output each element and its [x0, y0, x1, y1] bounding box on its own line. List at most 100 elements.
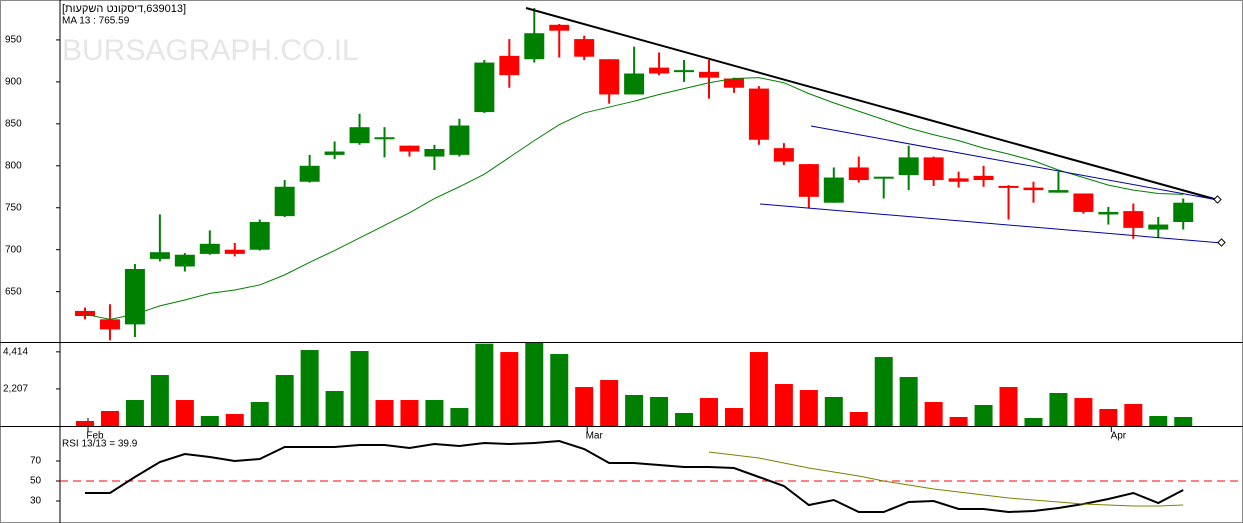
- candle-body: [998, 185, 1019, 188]
- volume-bar: [874, 357, 893, 426]
- candle-body: [1148, 224, 1169, 230]
- volume-bar: [250, 402, 269, 426]
- candle-body: [898, 157, 919, 176]
- candle-body: [823, 177, 844, 203]
- volume-bar: [1099, 408, 1118, 426]
- volume-bar: [550, 354, 569, 426]
- volume-bar: [375, 400, 394, 426]
- candle-body: [499, 55, 520, 76]
- y-tick-label: 850: [5, 118, 22, 129]
- volume-bar: [675, 412, 694, 426]
- volume-bar: [76, 420, 94, 426]
- candle-body: [848, 167, 869, 181]
- candle-body: [299, 165, 320, 182]
- candle-body: [923, 157, 944, 181]
- legend-entry: RSI 13/13 = 39.9: [62, 439, 138, 450]
- y-tick-label: 650: [5, 286, 22, 297]
- candle-body: [1073, 193, 1094, 212]
- volume-bar: [824, 397, 843, 426]
- candle-body: [274, 186, 295, 217]
- volume-bar: [275, 375, 294, 426]
- candle-body: [75, 310, 95, 316]
- volume-bar: [1074, 398, 1093, 426]
- candle-body: [674, 70, 695, 73]
- y-tick-label: 2,207: [3, 384, 28, 395]
- volume-bar: [724, 408, 743, 426]
- candle-body: [124, 268, 145, 325]
- volume-bar: [749, 352, 768, 426]
- volume-bar: [225, 414, 244, 426]
- candle-body: [1173, 202, 1194, 223]
- volume-bar: [175, 400, 194, 426]
- candle-body: [624, 73, 645, 95]
- volume-bar: [100, 410, 119, 426]
- volume-bar: [625, 395, 644, 426]
- candle-body: [174, 254, 195, 267]
- volume-bar: [325, 391, 344, 426]
- x-tick-label: Feb: [86, 431, 104, 442]
- candle-body: [324, 151, 345, 155]
- moving-average-line: [84, 77, 1184, 320]
- candle-body: [549, 24, 570, 31]
- chart-title: [639013,דיסקונט השקעות]: [62, 3, 186, 15]
- indicator-line: [85, 439, 1184, 514]
- trendline-handle: [1213, 195, 1222, 204]
- candle-body: [424, 149, 445, 157]
- volume-bar: [525, 342, 544, 426]
- candle-body: [1023, 187, 1044, 191]
- volume-bar: [350, 351, 369, 426]
- candle-body: [399, 145, 420, 152]
- volume-bar: [400, 400, 419, 426]
- volume-bar: [924, 402, 943, 426]
- candle-body: [574, 39, 595, 57]
- y-tick-label: 950: [5, 35, 22, 46]
- y-tick-label: 70: [30, 456, 42, 467]
- candle-body: [1048, 190, 1069, 193]
- candle-body: [524, 33, 545, 60]
- y-tick-label: 750: [5, 202, 22, 213]
- volume-bar: [650, 397, 669, 426]
- volume-bar: [1149, 416, 1168, 426]
- volume-bar: [799, 390, 818, 426]
- volume-bar: [150, 375, 169, 426]
- volume-bar: [774, 384, 793, 426]
- candle-body: [224, 249, 245, 254]
- volume-bar: [300, 350, 319, 426]
- candle-body: [149, 252, 170, 259]
- volume-bar: [849, 412, 868, 426]
- trendlines: [525, 7, 1226, 247]
- volume-bar: [899, 377, 918, 426]
- candle-body: [374, 137, 395, 140]
- candle-body: [1123, 211, 1144, 228]
- watermark: BURSAGRAPH.CO.IL: [62, 34, 359, 67]
- candle-body: [649, 67, 670, 74]
- candle-body: [773, 148, 794, 162]
- volume-bar: [700, 398, 718, 426]
- candle-body: [973, 175, 994, 181]
- volume-bar: [1024, 418, 1043, 426]
- volume-bar: [575, 387, 594, 426]
- candle-body: [349, 127, 370, 144]
- volume-bar: [999, 387, 1018, 426]
- volume-bar: [949, 416, 968, 426]
- y-tick-label: 4,414: [3, 346, 28, 357]
- candle-body: [99, 319, 120, 330]
- y-tick-label: 50: [30, 476, 42, 487]
- candle-body: [948, 178, 969, 182]
- candle-body: [599, 59, 620, 95]
- candle-body: [699, 71, 719, 78]
- candle-body: [249, 222, 270, 250]
- trendline-handle: [1217, 238, 1226, 247]
- y-tick-label: 800: [5, 160, 22, 171]
- volume-bar: [450, 408, 469, 426]
- volume-bar: [500, 352, 519, 426]
- trendline: [810, 125, 1219, 201]
- candle-body: [449, 125, 470, 155]
- y-tick-label: 700: [5, 244, 22, 255]
- candle-body: [1098, 211, 1119, 215]
- volume-bar: [125, 400, 144, 426]
- indicator-line: [708, 451, 1184, 507]
- candle-body: [723, 78, 744, 88]
- volume-bar: [425, 400, 444, 426]
